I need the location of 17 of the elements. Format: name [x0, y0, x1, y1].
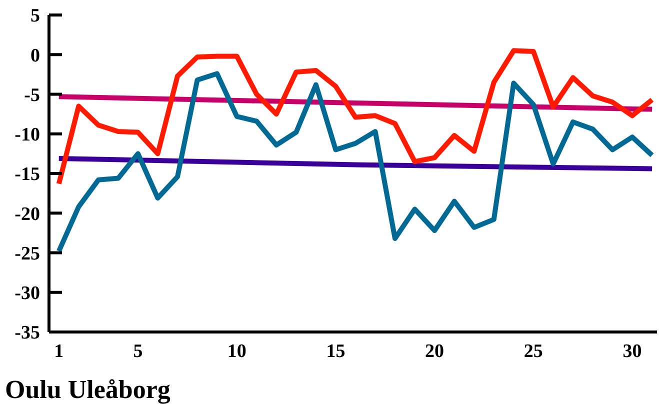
y-tick-label: -10 — [14, 124, 40, 146]
y-tick-label: -5 — [24, 84, 40, 106]
x-tick-label: 1 — [54, 341, 64, 362]
x-tick-label: 30 — [622, 341, 642, 362]
y-tick-label: -20 — [14, 204, 40, 225]
x-tick-label: 20 — [425, 341, 444, 362]
text: Oulu Uleåborg — [5, 375, 170, 404]
x-tick-label: 10 — [227, 341, 246, 362]
x-tick-label: 15 — [326, 341, 346, 362]
x-tick-label: 25 — [524, 341, 543, 362]
y-tick-label: 0 — [30, 45, 40, 66]
y-tick-label: -25 — [14, 243, 40, 264]
y-tick-label: -35 — [14, 322, 40, 344]
x-tick-label: 5 — [133, 341, 143, 362]
y-tick-label: -15 — [14, 164, 40, 186]
y-tick-label: -30 — [14, 283, 40, 304]
y-tick-label: 5 — [30, 6, 40, 27]
